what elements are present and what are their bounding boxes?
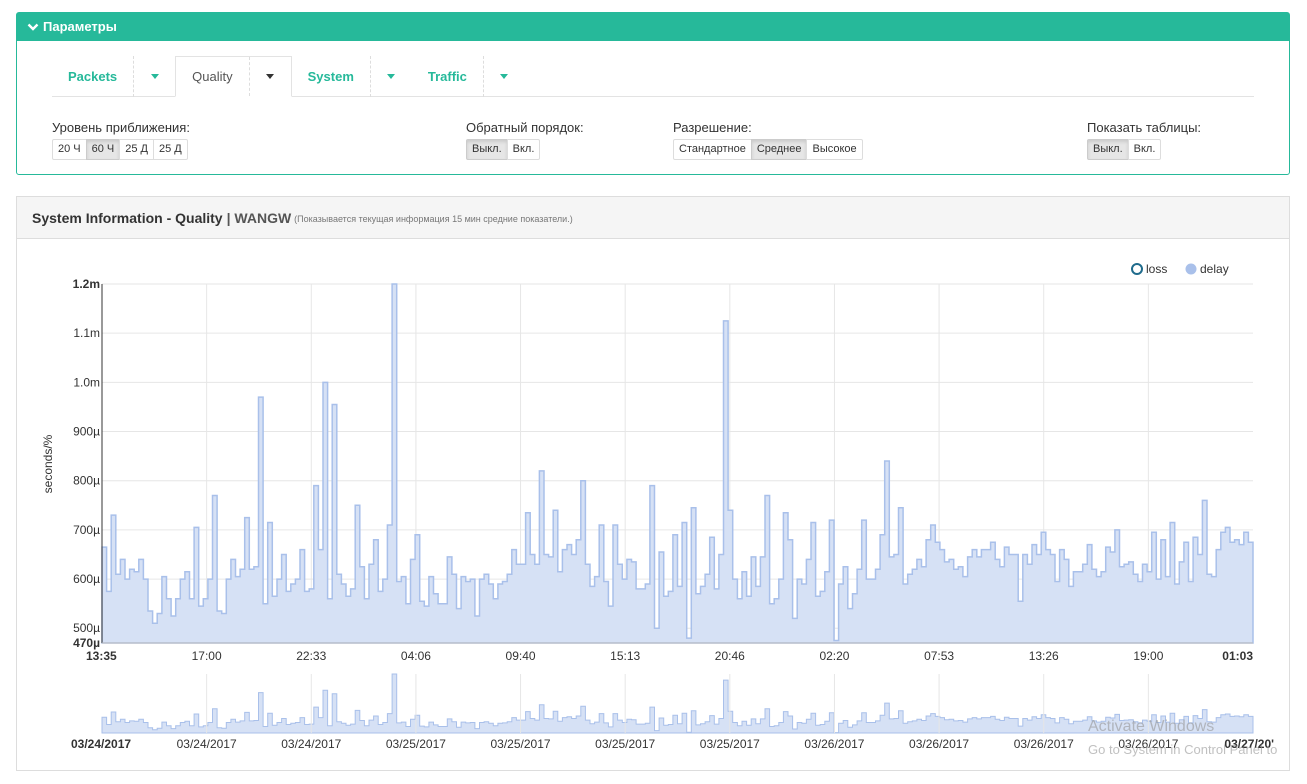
chevron-down-icon — [27, 23, 39, 31]
x-tick-label: 20:46 — [715, 649, 745, 663]
overview-x-tick-label: 03/26/2017 — [909, 737, 969, 751]
caret-down-icon — [387, 74, 396, 79]
panel-note: (Показывается текущая информация 15 мин … — [294, 214, 573, 224]
tab-system[interactable]: System — [292, 56, 412, 97]
caret-down-icon — [266, 74, 275, 79]
tab-label: Traffic — [427, 69, 467, 84]
x-tick-label: 13:26 — [1029, 649, 1059, 663]
y-tick-label: 700µ — [73, 523, 100, 537]
overview-x-tick-label: 03/25/2017 — [491, 737, 551, 751]
y-tick-label: 1.2m — [73, 277, 100, 291]
resolution-button-group: Стандартное Среднее Высокое — [673, 139, 863, 160]
x-tick-label: 02:20 — [819, 649, 849, 663]
y-tick-label: 1.0m — [73, 375, 100, 389]
overview-x-tick-label: 03/24/2017 — [71, 737, 131, 751]
x-tick-label: 01:03 — [1222, 649, 1253, 663]
system-information-panel: System Information - Quality | WANGW (По… — [16, 196, 1290, 771]
panel-header: System Information - Quality | WANGW (По… — [17, 197, 1289, 239]
zoom-option[interactable]: 25 Д — [119, 139, 154, 160]
resolution-title: Разрешение: — [673, 120, 752, 135]
show-tables-control: Показать таблицы: Выкл. Вкл. — [1087, 120, 1201, 160]
x-tick-label: 13:35 — [86, 649, 117, 663]
legend-delay-label: delay — [1200, 262, 1229, 276]
overview-x-tick-label: 03/24/2017 — [177, 737, 237, 751]
reverse-order-button-group: Выкл. Вкл. — [466, 139, 584, 160]
caret-down-icon — [150, 74, 159, 79]
parameters-title: Параметры — [43, 19, 117, 34]
tab-label: Quality — [192, 69, 233, 84]
x-tick-label: 15:13 — [610, 649, 640, 663]
show-tables-title: Показать таблицы: — [1087, 120, 1202, 135]
tab-label: Packets — [68, 69, 118, 84]
panel-title: System Information - Quality — [32, 209, 223, 226]
windows-activation-hint: Go to System in Control Panel to — [1088, 742, 1278, 757]
tab-dropdown-toggle[interactable] — [369, 56, 412, 97]
tab-label: System — [307, 69, 354, 84]
y-tick-label: 900µ — [73, 425, 100, 439]
overview-x-tick-label: 03/24/2017 — [281, 737, 341, 751]
parameters-panel: Параметры Packets Quality System Traffic… — [16, 12, 1290, 175]
y-tick-label: 500µ — [73, 621, 100, 635]
windows-activation-watermark: Activate Windows — [1088, 718, 1215, 735]
tab-dropdown-toggle[interactable] — [482, 56, 525, 97]
resolution-high[interactable]: Высокое — [806, 139, 863, 160]
overview-x-tick-label: 03/27/20' — [1224, 737, 1274, 751]
y-tick-label: 470µ — [73, 636, 100, 650]
x-tick-label: 07:53 — [924, 649, 954, 663]
tab-bar: Packets Quality System Traffic — [52, 56, 1254, 97]
overview-x-tick-label: 03/25/2017 — [700, 737, 760, 751]
tab-dropdown-toggle[interactable] — [248, 57, 291, 96]
y-tick-label: 800µ — [73, 474, 100, 488]
overview-x-tick-label: 03/26/2017 — [1014, 737, 1074, 751]
caret-down-icon — [500, 74, 509, 79]
reverse-order-control: Обратный порядок: Выкл. Вкл. — [466, 120, 584, 160]
show-tables-on[interactable]: Вкл. — [1127, 139, 1162, 160]
legend-loss-marker — [1131, 263, 1143, 275]
legend-delay-marker — [1185, 263, 1197, 275]
zoom-button-group: 20 Ч 60 Ч 25 Д 25 Д — [52, 139, 190, 160]
x-tick-label: 22:33 — [296, 649, 326, 663]
resolution-medium[interactable]: Среднее — [750, 139, 808, 160]
y-tick-label: 1.1m — [73, 326, 100, 340]
reverse-order-title: Обратный порядок: — [466, 120, 584, 135]
y-tick-label: 600µ — [73, 572, 100, 586]
overview-x-tick-label: 03/26/2017 — [1118, 737, 1178, 751]
overview-x-tick-label: 03/25/2017 — [595, 737, 655, 751]
overview-delay-area — [101, 673, 1254, 734]
y-axis-title: seconds/% — [41, 434, 55, 493]
x-tick-label: 19:00 — [1133, 649, 1163, 663]
resolution-standard[interactable]: Стандартное — [673, 139, 752, 160]
zoom-control: Уровень приближения: 20 Ч 60 Ч 25 Д 25 Д — [52, 120, 190, 160]
reverse-order-off[interactable]: Выкл. — [466, 139, 508, 160]
x-tick-label: 09:40 — [506, 649, 536, 663]
delay-series-area — [101, 283, 1254, 644]
tab-packets[interactable]: Packets — [52, 56, 175, 97]
x-tick-label: 04:06 — [401, 649, 431, 663]
resolution-control: Разрешение: Стандартное Среднее Высокое — [673, 120, 863, 160]
tab-traffic[interactable]: Traffic — [412, 56, 525, 97]
show-tables-off[interactable]: Выкл. — [1087, 139, 1129, 160]
tab-dropdown-toggle[interactable] — [133, 56, 175, 97]
overview-x-tick-label: 03/26/2017 — [804, 737, 864, 751]
x-tick-label: 17:00 — [192, 649, 222, 663]
tab-quality[interactable]: Quality — [175, 56, 292, 97]
show-tables-button-group: Выкл. Вкл. — [1087, 139, 1201, 160]
parameters-header[interactable]: Параметры — [17, 13, 1289, 41]
zoom-option[interactable]: 25 Д — [153, 139, 188, 160]
legend-loss-label: loss — [1146, 262, 1167, 276]
overview-x-tick-label: 03/25/2017 — [386, 737, 446, 751]
zoom-option[interactable]: 20 Ч — [52, 139, 87, 160]
panel-host: | WANGW — [226, 209, 292, 226]
reverse-order-on[interactable]: Вкл. — [506, 139, 541, 160]
zoom-title: Уровень приближения: — [52, 120, 190, 135]
